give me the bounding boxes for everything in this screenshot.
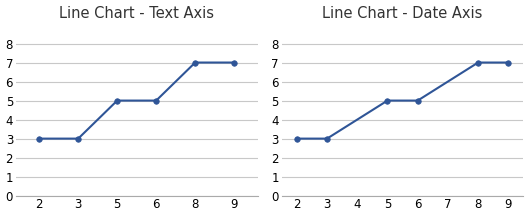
Title: Line Chart - Text Axis: Line Chart - Text Axis — [59, 6, 214, 21]
Title: Line Chart - Date Axis: Line Chart - Date Axis — [322, 6, 483, 21]
